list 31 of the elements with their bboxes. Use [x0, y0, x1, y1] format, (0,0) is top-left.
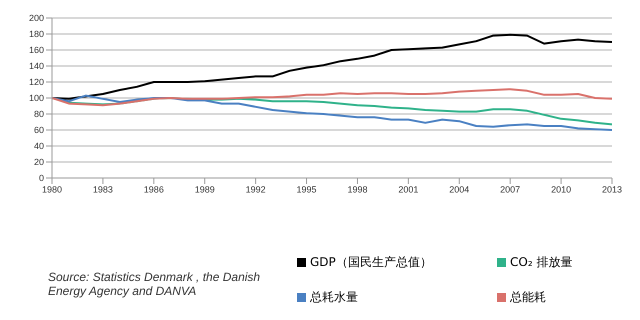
- line-series: [52, 88, 612, 106]
- y-tick-label: 20: [34, 157, 44, 168]
- legend-label: CO₂ 排放量: [510, 254, 572, 271]
- y-tick-label: 60: [34, 125, 44, 136]
- x-tick-label: 2010: [551, 184, 572, 194]
- x-tick-label: 1983: [92, 184, 113, 194]
- y-tick-label: 180: [28, 29, 44, 40]
- x-tick-label: 2013: [602, 184, 622, 194]
- y-tick-label: 140: [28, 61, 44, 72]
- y-tick-label: 160: [28, 45, 44, 56]
- y-tick-label: 0: [38, 173, 44, 184]
- y-tick-label: 80: [34, 109, 44, 120]
- line-series: [52, 34, 612, 100]
- y-tick-label: 100: [28, 93, 44, 104]
- x-tick-label: 1998: [347, 184, 368, 194]
- line-series: [52, 94, 612, 131]
- x-tick-label: 1986: [144, 184, 164, 194]
- legend-label: 总能耗: [510, 289, 546, 306]
- source-note: Source: Statistics Denmark , the Danish Energy Agency and DANVA: [48, 270, 262, 298]
- x-tick-label: 2001: [398, 184, 418, 194]
- legend-label: GDP（国民生产总值）: [310, 254, 432, 271]
- x-tick-label: 2007: [500, 184, 520, 194]
- x-tick-label: 2004: [449, 184, 470, 194]
- y-tick-label: 200: [28, 13, 44, 24]
- x-tick-label: 1980: [42, 184, 62, 194]
- x-tick-label: 1989: [194, 184, 215, 194]
- y-tick-label: 120: [28, 77, 44, 88]
- legend-label: 总耗水量: [310, 289, 358, 306]
- x-tick-label: 1992: [246, 184, 266, 194]
- x-tick-label: 1995: [296, 184, 317, 194]
- y-tick-label: 40: [34, 141, 44, 152]
